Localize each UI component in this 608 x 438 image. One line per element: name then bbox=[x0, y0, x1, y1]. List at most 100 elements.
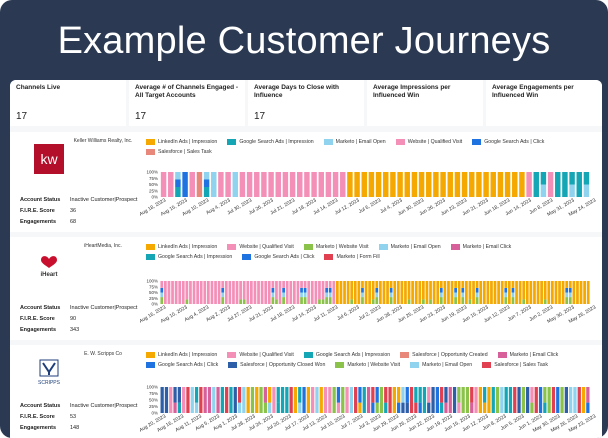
bar-segment[interactable] bbox=[304, 172, 310, 197]
bar-segment[interactable] bbox=[177, 402, 181, 413]
bar-segment[interactable] bbox=[561, 281, 565, 304]
bar-segment[interactable] bbox=[268, 402, 272, 413]
bar-segment[interactable] bbox=[525, 281, 529, 304]
bar-segment[interactable] bbox=[543, 402, 547, 413]
bar-segment[interactable] bbox=[203, 172, 210, 180]
bar-segment[interactable] bbox=[583, 172, 590, 185]
bar-segment[interactable] bbox=[474, 387, 478, 413]
bar-segment[interactable] bbox=[307, 281, 311, 304]
bar-segment[interactable] bbox=[289, 387, 293, 413]
bar-segment[interactable] bbox=[414, 387, 418, 403]
bar-segment[interactable] bbox=[379, 387, 384, 413]
bar-segment[interactable] bbox=[261, 172, 267, 197]
bar-segment[interactable] bbox=[495, 387, 500, 413]
bar-segment[interactable] bbox=[272, 387, 276, 413]
bar-segment[interactable] bbox=[583, 184, 590, 198]
bar-segment[interactable] bbox=[368, 172, 375, 197]
bar-segment[interactable] bbox=[504, 287, 508, 293]
bar-segment[interactable] bbox=[522, 281, 526, 300]
bar-segment[interactable] bbox=[427, 387, 431, 403]
bar-segment[interactable] bbox=[300, 297, 303, 304]
bar-segment[interactable] bbox=[572, 281, 576, 304]
bar-segment[interactable] bbox=[259, 387, 263, 413]
bar-segment[interactable] bbox=[534, 387, 538, 413]
bar-segment[interactable] bbox=[470, 402, 474, 413]
bar-segment[interactable] bbox=[447, 172, 453, 197]
bar-segment[interactable] bbox=[454, 281, 457, 288]
bar-segment[interactable] bbox=[353, 281, 357, 304]
bar-segment[interactable] bbox=[199, 281, 203, 304]
bar-segment[interactable] bbox=[404, 281, 407, 304]
bar-segment[interactable] bbox=[389, 292, 393, 298]
bar-segment[interactable] bbox=[540, 281, 543, 304]
bar-segment[interactable] bbox=[325, 281, 328, 288]
bar-segment[interactable] bbox=[160, 281, 164, 288]
bar-segment[interactable] bbox=[468, 281, 472, 300]
bar-segment[interactable] bbox=[254, 172, 260, 197]
bar-segment[interactable] bbox=[568, 292, 572, 298]
bar-segment[interactable] bbox=[444, 402, 448, 413]
bar-segment[interactable] bbox=[530, 402, 534, 413]
bar-segment[interactable] bbox=[433, 172, 439, 197]
bar-segment[interactable] bbox=[554, 281, 558, 304]
bar-segment[interactable] bbox=[264, 281, 268, 304]
bar-segment[interactable] bbox=[186, 387, 190, 413]
bar-segment[interactable] bbox=[457, 281, 461, 304]
bar-segment[interactable] bbox=[164, 281, 167, 304]
bar-segment[interactable] bbox=[189, 281, 192, 304]
bar-segment[interactable] bbox=[407, 281, 411, 300]
bar-segment[interactable] bbox=[396, 281, 400, 304]
bar-segment[interactable] bbox=[311, 387, 315, 413]
bar-segment[interactable] bbox=[371, 402, 375, 413]
bar-segment[interactable] bbox=[328, 297, 332, 304]
bar-segment[interactable] bbox=[487, 387, 491, 413]
bar-segment[interactable] bbox=[160, 287, 164, 293]
bar-segment[interactable] bbox=[232, 172, 238, 197]
bar-segment[interactable] bbox=[439, 281, 443, 288]
bar-segment[interactable] bbox=[504, 387, 508, 413]
bar-segment[interactable] bbox=[375, 387, 379, 403]
bar-segment[interactable] bbox=[375, 287, 379, 293]
bar-segment[interactable] bbox=[298, 402, 302, 413]
bar-segment[interactable] bbox=[328, 281, 332, 288]
bar-segment[interactable] bbox=[189, 172, 195, 197]
bar-segment[interactable] bbox=[536, 281, 540, 304]
bar-segment[interactable] bbox=[555, 172, 561, 197]
bar-segment[interactable] bbox=[275, 172, 281, 197]
bar-segment[interactable] bbox=[511, 297, 515, 304]
bar-segment[interactable] bbox=[461, 297, 465, 304]
bar-segment[interactable] bbox=[511, 287, 515, 293]
bar-segment[interactable] bbox=[583, 281, 586, 304]
bar-segment[interactable] bbox=[375, 297, 379, 304]
bar-segment[interactable] bbox=[422, 387, 427, 413]
legend-item[interactable]: Website | Qualified Visit bbox=[227, 351, 294, 359]
bar-segment[interactable] bbox=[220, 387, 224, 413]
bar-segment[interactable] bbox=[169, 387, 173, 413]
bar-segment[interactable] bbox=[296, 281, 300, 304]
bar-segment[interactable] bbox=[551, 281, 554, 304]
bar-segment[interactable] bbox=[450, 281, 454, 304]
bar-segment[interactable] bbox=[271, 297, 275, 304]
bar-segment[interactable] bbox=[239, 172, 246, 197]
legend-item[interactable]: Marketo | Email Open bbox=[378, 243, 441, 251]
bar-segment[interactable] bbox=[366, 387, 371, 413]
bar-segment[interactable] bbox=[336, 402, 341, 413]
bar-segment[interactable] bbox=[461, 292, 465, 298]
bar-segment[interactable] bbox=[461, 287, 465, 293]
bar-segment[interactable] bbox=[457, 387, 461, 403]
bar-segment[interactable] bbox=[511, 292, 515, 298]
bar-segment[interactable] bbox=[275, 281, 278, 300]
legend-item[interactable]: Website | Qualified Visit bbox=[227, 243, 294, 251]
legend-item[interactable]: LinkedIn Ads | Impression bbox=[146, 351, 217, 359]
bar-segment[interactable] bbox=[511, 281, 515, 288]
bar-segment[interactable] bbox=[427, 402, 431, 413]
bar-segment[interactable] bbox=[475, 292, 479, 298]
bar-segment[interactable] bbox=[407, 299, 411, 304]
bar-segment[interactable] bbox=[465, 387, 470, 413]
bar-segment[interactable] bbox=[533, 172, 539, 197]
bar-segment[interactable] bbox=[425, 281, 429, 304]
bar-segment[interactable] bbox=[310, 281, 314, 304]
bar-segment[interactable] bbox=[389, 297, 393, 304]
bar-segment[interactable] bbox=[397, 402, 401, 413]
bar-segment[interactable] bbox=[429, 299, 432, 304]
